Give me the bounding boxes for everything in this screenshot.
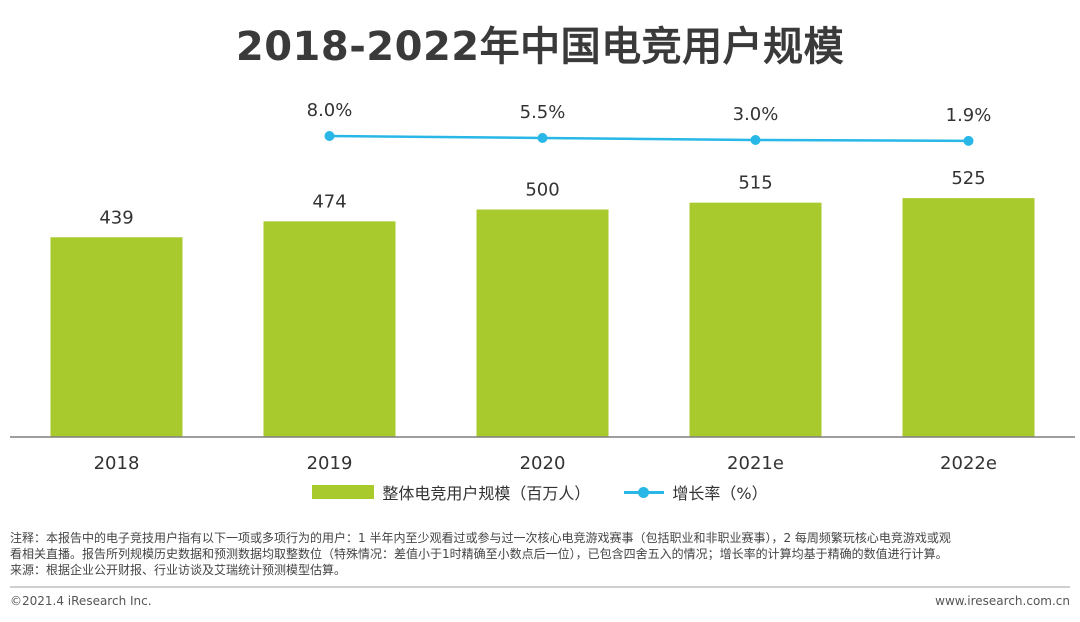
growth-label-2020: 5.5% xyxy=(520,102,566,123)
note-line-2: 看相关直播。报告所列规模历史数据和预测数据均取整数位（特殊情况：差值小于1时精确… xyxy=(10,547,948,561)
copyright: ©2021.4 iResearch Inc. xyxy=(10,594,152,608)
growth-point-2022e xyxy=(963,135,974,146)
bar-2022e xyxy=(902,198,1035,437)
growth-label-2021e: 3.0% xyxy=(733,104,779,125)
chart-svg: 439 2018 474 2019 500 2020 515 2021e 525 2022e 8.0… xyxy=(10,100,1075,474)
bar-value-label-2018: 439 xyxy=(99,207,133,228)
bar-value-label-2022e: 525 xyxy=(951,168,985,189)
footer-divider xyxy=(10,586,1070,588)
bar-value-label-2019: 474 xyxy=(312,191,346,212)
bar-value-label-2020: 500 xyxy=(525,180,559,201)
x-tick-label-2021e: 2021e xyxy=(727,453,784,474)
growth-label-2019: 8.0% xyxy=(307,100,353,121)
x-tick-label-2018: 2018 xyxy=(94,453,140,474)
growth-rate-line xyxy=(329,134,969,143)
legend: 整体电竞用户规模（百万人） 增长率（%） xyxy=(0,480,1080,504)
x-tick-label-2022e: 2022e xyxy=(940,453,997,474)
bar-2018 xyxy=(50,237,183,437)
growth-label-2022e: 1.9% xyxy=(946,105,992,126)
growth-point-2019 xyxy=(324,131,335,141)
notes: 注释：本报告中的电子竞技用户指有以下一项或多项行为的用户：1 半年内至少观看过或… xyxy=(10,530,1070,578)
bar-2019 xyxy=(263,221,396,437)
x-tick-label-2019: 2019 xyxy=(307,453,353,474)
legend-item-line: 增长率（%） xyxy=(624,480,768,504)
note-line-1: 注释：本报告中的电子竞技用户指有以下一项或多项行为的用户：1 半年内至少观看过或… xyxy=(10,531,951,545)
legend-line-marker xyxy=(624,486,665,498)
growth-point-2021e xyxy=(750,135,761,145)
legend-line-label: 增长率（%） xyxy=(672,484,768,503)
website: www.iresearch.com.cn xyxy=(935,594,1070,608)
chart-title: 2018-2022年中国电竞用户规模 xyxy=(235,24,845,70)
legend-bar-label: 整体电竞用户规模（百万人） xyxy=(382,484,591,503)
bar-2020 xyxy=(476,209,609,437)
bar-2021e xyxy=(689,202,822,437)
x-tick-label-2020: 2020 xyxy=(520,453,566,474)
legend-item-bar: 整体电竞用户规模（百万人） xyxy=(312,480,590,504)
bar-value-label-2021e: 515 xyxy=(738,173,772,194)
source-line: 来源：根据企业公开财报、行业访谈及艾瑞统计预测模型估算。 xyxy=(10,563,347,577)
legend-bar-swatch xyxy=(312,485,375,499)
growth-point-2020 xyxy=(537,133,548,143)
